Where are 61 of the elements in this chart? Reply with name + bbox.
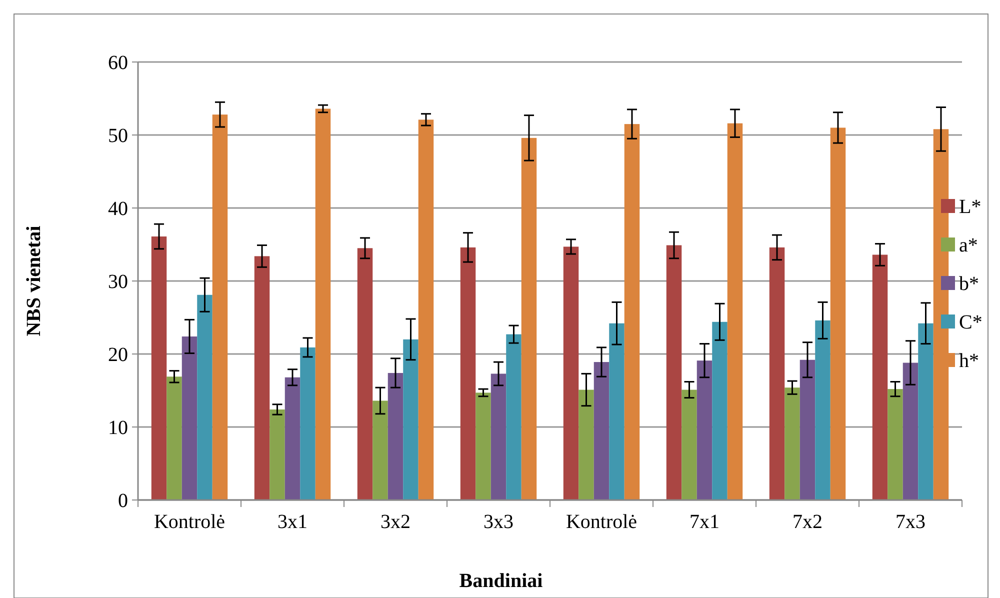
bar <box>830 128 846 500</box>
bar <box>666 245 682 500</box>
bar <box>888 389 903 500</box>
bar <box>357 248 373 500</box>
bar <box>151 236 167 500</box>
legend-label: h* <box>959 350 979 372</box>
x-tick-label: 3x3 <box>484 511 514 533</box>
bar <box>609 323 624 500</box>
legend-label: b* <box>959 273 979 295</box>
bar <box>682 390 697 500</box>
bar <box>727 123 743 500</box>
bar <box>212 114 228 500</box>
bar <box>476 392 491 500</box>
bar <box>578 390 594 500</box>
bar <box>403 339 418 500</box>
y-tick-label: 50 <box>108 125 128 147</box>
y-axis-title: NBS vienetai <box>23 225 45 336</box>
bar <box>490 374 506 500</box>
bar <box>594 362 610 500</box>
legend-label: L* <box>959 196 982 218</box>
bar <box>197 294 212 500</box>
legend-label: C* <box>959 312 982 334</box>
y-tick-label: 40 <box>108 198 128 220</box>
x-tick-label: 7x3 <box>896 511 926 533</box>
bar <box>418 120 434 500</box>
x-tick-label: Kontrolė <box>154 511 226 533</box>
bar <box>800 360 816 500</box>
y-tick-label: 10 <box>108 417 128 439</box>
x-tick-label: 3x2 <box>380 511 410 533</box>
bar <box>460 247 476 500</box>
bar <box>784 388 800 500</box>
bar <box>254 256 270 500</box>
bar <box>563 246 579 500</box>
x-tick-label: 3x1 <box>278 511 308 533</box>
y-tick-label: 30 <box>108 271 128 293</box>
bar <box>769 247 785 500</box>
x-axis-title: Bandiniai <box>459 570 544 592</box>
y-tick-label: 0 <box>118 490 128 512</box>
y-tick-label: 20 <box>108 344 128 366</box>
x-tick-label: 7x2 <box>792 511 822 533</box>
bar <box>712 322 728 500</box>
bar <box>372 400 388 500</box>
bar <box>624 124 640 500</box>
bar <box>815 320 830 500</box>
bar <box>388 372 404 500</box>
x-tick-label: Kontrolė <box>566 511 638 533</box>
bar <box>696 360 712 500</box>
bar <box>872 254 888 500</box>
bar <box>902 362 918 500</box>
x-tick-label: 7x1 <box>690 511 720 533</box>
bar <box>506 334 522 500</box>
bar <box>300 347 316 500</box>
y-tick-label: 60 <box>108 52 128 74</box>
bar <box>182 336 198 500</box>
bar <box>315 108 331 500</box>
bar <box>166 376 182 500</box>
bar <box>918 323 934 500</box>
bar <box>521 138 537 500</box>
bar <box>284 377 300 500</box>
legend-label: a* <box>959 234 978 256</box>
bar <box>270 409 285 500</box>
